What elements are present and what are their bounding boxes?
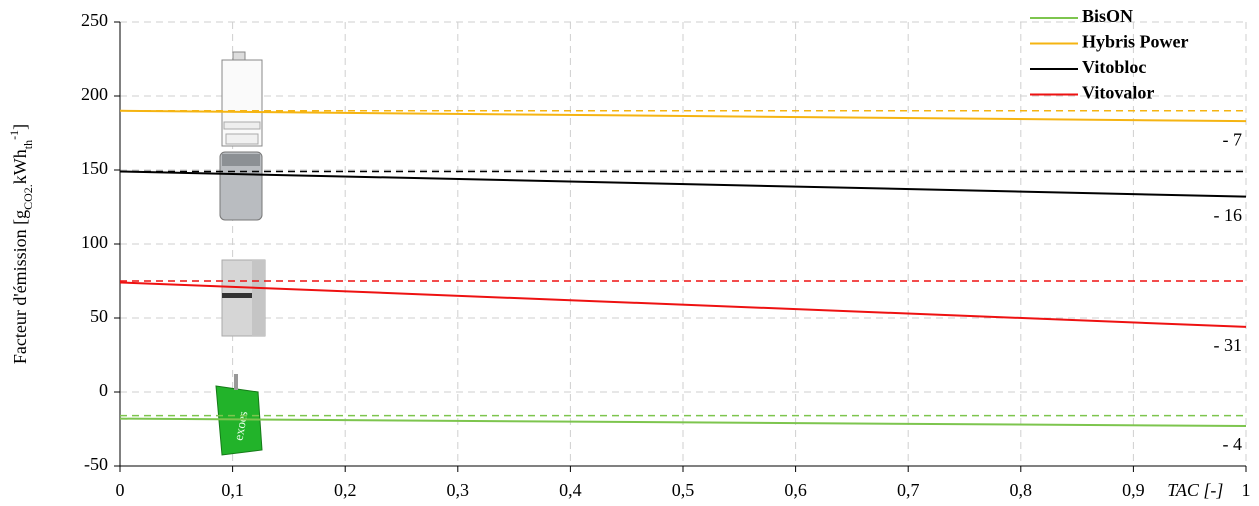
x-tick-label: 0,7 (897, 480, 920, 500)
series-line (119, 417, 1247, 428)
reduction-annotation: - 7 (1223, 129, 1243, 149)
cylinder-image (219, 151, 263, 221)
y-tick-label: -50 (84, 454, 108, 474)
x-tick-label: 0 (116, 480, 125, 500)
legend-label: Vitovalor (1082, 83, 1154, 103)
y-axis-label-part: -1 (7, 130, 21, 140)
reduction-annotation: - 16 (1214, 205, 1243, 225)
x-tick-label: 0,4 (559, 480, 582, 500)
y-axis-label-part: CO2. (21, 184, 35, 210)
x-tick-label: 0,1 (221, 480, 244, 500)
series-line (119, 109, 1247, 123)
y-tick-label: 0 (99, 380, 108, 400)
boiler-image (221, 51, 263, 147)
x-tick-label: 0,3 (447, 480, 470, 500)
product-images: exoes (215, 51, 266, 456)
y-axis-label: Facteur d'émission [gCO2.kWhth-1] (7, 124, 35, 364)
x-tick-label: 0,5 (672, 480, 695, 500)
y-tick-label: 200 (81, 84, 108, 104)
y-tick-label: 150 (81, 158, 108, 178)
x-axis-label: TAC [-] (1167, 480, 1223, 500)
legend-label: Hybris Power (1082, 32, 1188, 52)
y-axis-label-part: ] (10, 124, 30, 130)
series-line (119, 281, 1247, 328)
reduction-annotation: - 4 (1223, 434, 1243, 454)
y-axis-label-part: kWh (10, 149, 30, 184)
bin-logo: exoes (231, 410, 251, 442)
x-tick-label: 1 (1242, 480, 1251, 500)
y-axis-label-part: th (21, 140, 35, 149)
y-tick-label: 250 (81, 10, 108, 30)
x-tick-label: 0,6 (784, 480, 807, 500)
legend-label: Vitobloc (1082, 57, 1146, 77)
y-tick-label: 50 (90, 306, 108, 326)
x-tick-label: 0,2 (334, 480, 357, 500)
x-tick-label: 0,9 (1122, 480, 1145, 500)
y-axis-label-part: Facteur d'émission [g (10, 210, 30, 364)
x-tick-label: 0,8 (1010, 480, 1033, 500)
reduction-annotation: - 31 (1214, 335, 1243, 355)
bin-image: exoes (215, 374, 263, 456)
legend-label: BisON (1082, 6, 1133, 26)
series-line (119, 170, 1247, 198)
cabinet-image (221, 259, 266, 337)
y-tick-label: 100 (81, 232, 108, 252)
